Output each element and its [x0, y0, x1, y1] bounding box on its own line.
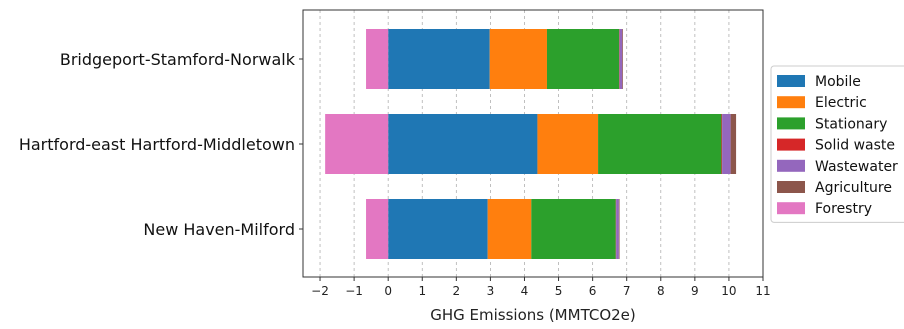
legend-label: Mobile [815, 74, 861, 90]
bar-segment-wastewater [722, 114, 731, 174]
x-tick-label: 4 [521, 284, 529, 298]
legend-swatch [777, 138, 805, 151]
bar-segment-agriculture [730, 114, 737, 174]
category-label: Hartford-east Hartford-Middletown [19, 135, 295, 154]
x-tick-label: 6 [589, 284, 597, 298]
bar-segment-electric [489, 29, 547, 89]
x-tick-label: −1 [345, 284, 363, 298]
bar-segment-electric [537, 114, 599, 174]
x-tick-label: 7 [623, 284, 631, 298]
x-axis-title: GHG Emissions (MMTCO2e) [430, 306, 636, 324]
category-label: New Haven-Milford [143, 220, 295, 239]
legend-swatch [777, 181, 805, 193]
bar-segment-solid-waste [721, 114, 723, 174]
x-tick-label: 0 [384, 284, 392, 298]
bar-segment-agriculture [622, 29, 623, 89]
legend-swatch [777, 202, 805, 215]
legend-label: Stationary [815, 116, 887, 132]
bar-segment-forestry [325, 114, 389, 174]
x-tick-label: 2 [453, 284, 461, 298]
bar-segment-forestry [366, 199, 389, 259]
x-tick-label: 5 [555, 284, 563, 298]
legend-label: Solid waste [815, 138, 895, 154]
legend-label: Agriculture [815, 180, 892, 196]
legend-swatch [777, 96, 805, 109]
bar-marks [325, 29, 737, 259]
bar-segment-stationary [546, 29, 620, 89]
legend-swatch [777, 159, 805, 172]
y-axis-category-labels: Bridgeport-Stamford-Norwalk Hartford-east… [19, 50, 303, 239]
legend-label: Electric [815, 95, 867, 111]
x-tick-label: 10 [721, 284, 736, 298]
bar-segment-mobile [388, 114, 538, 174]
legend-label: Wastewater [815, 159, 898, 175]
bar-segment-wastewater [616, 199, 619, 259]
bar-segment-agriculture [618, 199, 620, 259]
bar-segment-wastewater [619, 29, 623, 89]
x-tick-label: 11 [755, 284, 770, 298]
legend: Mobile Electric Stationary Solid waste Waste… [770, 65, 904, 223]
x-tick-label: 9 [691, 284, 699, 298]
bar-segment-mobile [388, 199, 488, 259]
x-tick-label: 3 [487, 284, 495, 298]
x-tick-label: −2 [311, 284, 329, 298]
bar-segment-stationary [531, 199, 616, 259]
legend-label: Forestry [815, 201, 872, 217]
x-tick-label: 1 [418, 284, 426, 298]
bar-segment-electric [487, 199, 532, 259]
legend-swatch [777, 117, 805, 130]
bar-segment-forestry [366, 29, 389, 89]
category-label: Bridgeport-Stamford-Norwalk [60, 50, 296, 69]
legend-swatch [777, 75, 805, 87]
bar-segment-stationary [598, 114, 722, 174]
x-axis-ticks: −2 −1 0 1 2 3 4 5 6 7 8 9 10 11 [311, 277, 771, 298]
bar-segment-mobile [388, 29, 490, 89]
x-tick-label: 8 [657, 284, 665, 298]
